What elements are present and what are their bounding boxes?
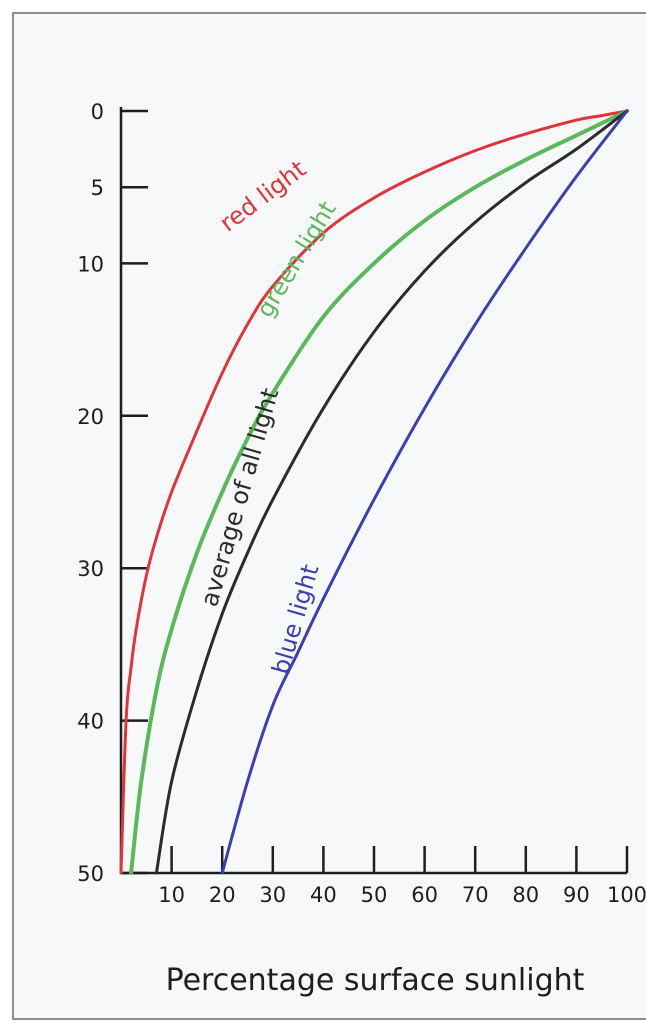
y-tick-label: 30 — [77, 557, 104, 581]
blue-light-label: blue light — [266, 561, 324, 677]
x-tick-label: 30 — [259, 883, 286, 907]
x-axis-label: Percentage surface sunlight — [166, 963, 585, 998]
x-tick-label: 90 — [563, 883, 590, 907]
x-tick-label: 80 — [512, 883, 539, 907]
blue-light-curve — [220, 109, 629, 875]
green-light-label: green light — [251, 196, 342, 322]
chart-frame — [12, 12, 646, 1020]
y-tick-label: 50 — [77, 862, 104, 886]
y-tick-label: 20 — [77, 405, 104, 429]
x-tick-label: 50 — [361, 883, 388, 907]
y-tick-label: 5 — [91, 176, 104, 200]
x-tick-label: 10 — [158, 883, 185, 907]
average-light-curve — [154, 109, 629, 875]
y-tick-label: 40 — [77, 710, 104, 734]
x-tick-label: 40 — [310, 883, 337, 907]
x-tick-label: 20 — [209, 883, 236, 907]
green-light-curve — [129, 109, 629, 875]
x-tick-label: 60 — [411, 883, 438, 907]
x-tick-label: 70 — [462, 883, 489, 907]
y-tick-label: 0 — [91, 100, 104, 124]
average-light-label: average of all light — [195, 385, 284, 609]
x-tick-label: 100 — [607, 883, 646, 907]
y-tick-label: 10 — [77, 252, 104, 276]
red-light-curve — [119, 109, 629, 875]
red-light-label: red light — [214, 155, 311, 238]
